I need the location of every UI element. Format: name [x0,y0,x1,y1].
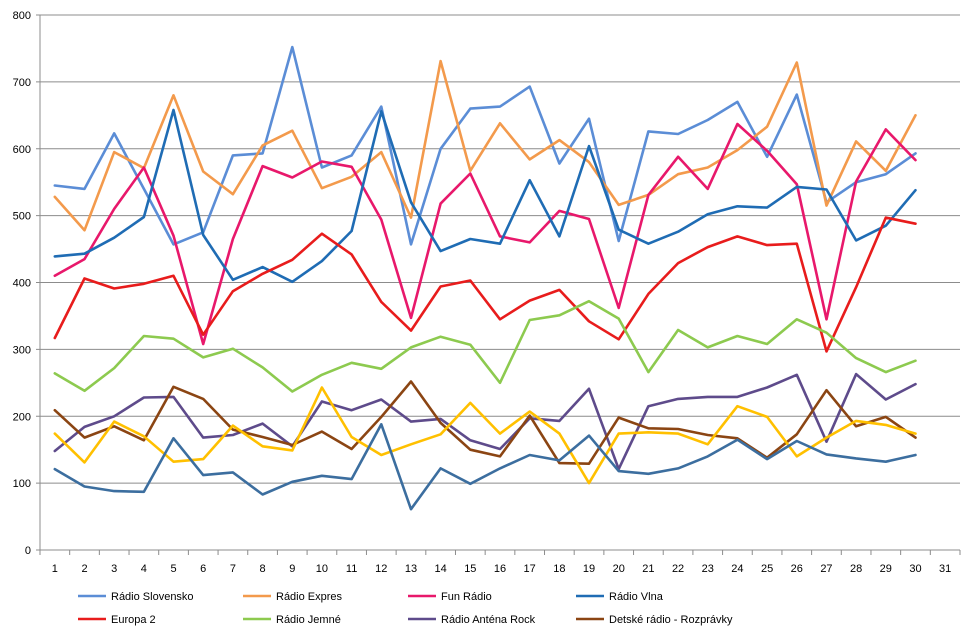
x-tick-label: 20 [613,563,625,575]
legend-item: Detské rádio - Rozprávky [576,614,733,626]
x-tick-label: 27 [820,563,832,575]
x-tick-label: 5 [170,563,176,575]
y-tick-label: 500 [13,211,31,223]
x-tick-label: 24 [731,563,743,575]
series-line-10 [53,422,917,511]
x-tick-label: 29 [880,563,892,575]
legend-label: Rádio Vlna [609,591,664,603]
legend-item: Fun Rádio [408,591,492,603]
x-tick-label: 26 [791,563,803,575]
x-tick-label: 16 [494,563,506,575]
y-tick-label: 700 [13,77,31,89]
y-axis-tick-labels: 0 100 200 300 400 500 600 700 800 [13,10,31,557]
x-tick-label: 30 [909,563,921,575]
x-tick-label: 19 [583,563,595,575]
series-line-6 [53,299,917,393]
series-lines [53,45,917,511]
series-line-2 [53,59,917,232]
x-tick-label: 11 [346,563,357,575]
x-tick-label: 10 [316,563,328,575]
legend-label: Rádio Jemné [276,614,341,626]
x-tick-label: 18 [553,563,565,575]
x-tick-label: 4 [141,563,147,575]
x-tick-label: 31 [939,563,951,575]
series-line-9 [53,386,917,485]
x-tick-label: 8 [260,563,266,575]
y-tick-label: 100 [13,478,31,490]
y-tick-label: 600 [13,144,31,156]
legend-item: Rádio Jemné [243,614,341,626]
x-tick-label: 21 [642,563,654,575]
legend-label: Rádio Slovensko [111,591,194,603]
x-tick-label: 17 [524,563,536,575]
x-tick-label: 3 [111,563,117,575]
x-tick-label: 13 [405,563,417,575]
legend-label: Rádio Expres [276,591,343,603]
legend-label: Detské rádio - Rozprávky [609,614,733,626]
x-tick-label: 28 [850,563,862,575]
legend-label: Rádio Anténa Rock [441,614,536,626]
series-line-5 [53,216,917,353]
legend-item: Rádio Vlna [576,591,664,603]
series-line-8 [53,380,917,466]
legend: Rádio Slovensko Rádio Expres Fun Rádio Rádi… [78,591,733,638]
legend-label: Europa 2 [111,614,156,626]
x-axis-tick-labels: 1 2 3 4 5 6 7 8 9 10 11 12 13 14 15 16 17 18 19 20 21 22 23 24 2… [52,563,952,575]
series-line-7 [53,372,917,471]
series-line-1 [53,45,917,246]
legend-item: Rádio Anténa Rock [408,614,536,626]
legend-item: Europa 2 [78,614,156,626]
y-tick-label: 800 [13,10,31,22]
x-tick-label: 14 [435,563,447,575]
legend-item: Rádio Slovensko [78,591,194,603]
axes [36,14,961,555]
x-tick-label: 1 [52,563,58,575]
x-tick-label: 2 [81,563,87,575]
x-tick-label: 23 [702,563,714,575]
series-line-4 [53,108,917,284]
x-tick-label: 25 [761,563,773,575]
x-tick-label: 6 [200,563,206,575]
x-tick-label: 7 [230,563,236,575]
y-tick-label: 0 [25,545,31,557]
x-tick-label: 12 [375,563,387,575]
y-tick-label: 300 [13,344,31,356]
legend-label: Fun Rádio [441,591,492,603]
x-tick-label: 22 [672,563,684,575]
y-tick-label: 200 [13,411,31,423]
legend-item: Rádio Expres [243,591,343,603]
y-tick-label: 400 [13,278,31,290]
x-tick-label: 9 [289,563,295,575]
x-tick-label: 15 [464,563,476,575]
